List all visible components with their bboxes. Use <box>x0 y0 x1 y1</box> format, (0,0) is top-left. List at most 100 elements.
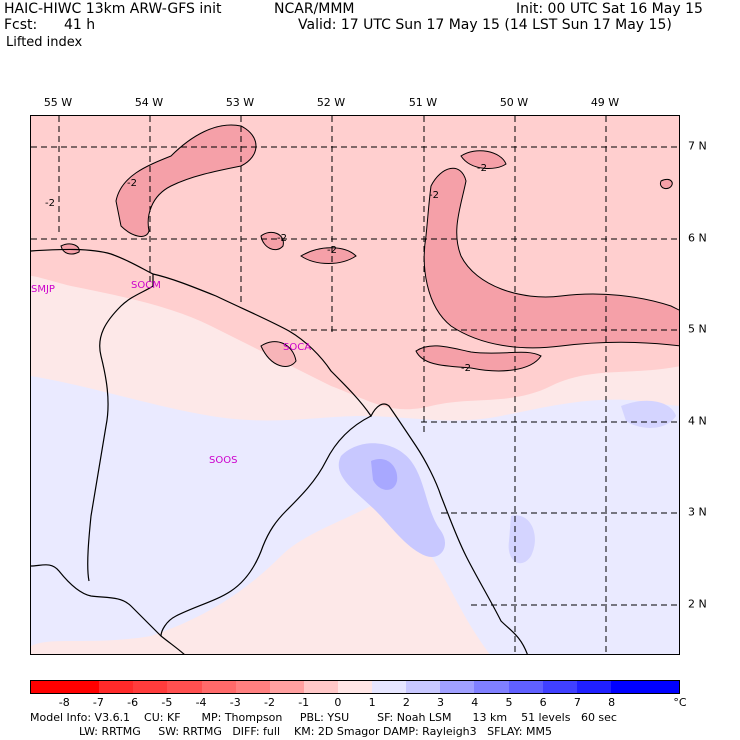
init-time: Init: 00 UTC Sat 16 May 15 <box>516 1 703 17</box>
contour-label: -2 <box>277 233 287 244</box>
colorbar-swatch <box>337 681 373 693</box>
forecast-hour: 41 h <box>64 17 96 33</box>
grid-lines <box>31 116 679 654</box>
low-li-patch-small <box>301 247 356 264</box>
low-li-arc <box>424 168 679 348</box>
low-li-patch-nw <box>116 125 256 237</box>
station-soos: SOOS <box>209 455 237 466</box>
colorbar <box>30 680 680 694</box>
station-soca: SOCA <box>283 342 311 353</box>
lifted-index-map: -2 -2 -2 -2 -2 -2 -2 SMJP SOCM SOCA SOOS <box>31 116 679 654</box>
lat-label: 4 N <box>688 414 707 428</box>
station-labels: SMJP SOCM SOCA SOOS <box>31 280 311 466</box>
colorbar-swatch <box>133 681 168 693</box>
colorbar-tick-label: 6 <box>539 696 547 709</box>
contour-line <box>260 341 297 367</box>
colorbar-swatch <box>474 681 509 693</box>
colorbar-swatch <box>542 681 577 693</box>
model-info-line2: LW: RRTMG SW: RRTMG DIFF: full KM: 2D Sm… <box>30 725 552 738</box>
forecast-label: Fcst: <box>4 17 38 33</box>
colorbar-swatch <box>65 681 100 693</box>
contour-line <box>300 247 357 264</box>
contour-label: -2 <box>45 198 55 209</box>
map-panel: -2 -2 -2 -2 -2 -2 -2 SMJP SOCM SOCA SOOS <box>30 115 680 655</box>
colorbar-tick-label: -7 <box>92 696 104 709</box>
low-li-patch-n <box>461 150 506 169</box>
colorbar-tick-label: 5 <box>505 696 513 709</box>
lon-label: 54 W <box>134 96 164 109</box>
valid-time: Valid: 17 UTC Sun 17 May 15 (14 LST Sun … <box>298 17 672 33</box>
contour-line <box>60 243 80 255</box>
colorbar-tick-label: 1 <box>368 696 376 709</box>
negative-stable-area <box>31 376 679 654</box>
colorbar-swatch <box>508 681 543 693</box>
blue-blob <box>338 443 446 557</box>
colorbar-swatch <box>644 681 680 693</box>
lon-label: 52 W <box>316 96 346 109</box>
low-li-patch-e <box>660 179 673 189</box>
low-li-patch-small2 <box>261 232 284 250</box>
colorbar-swatch <box>440 681 475 693</box>
contour-label: -2 <box>461 363 471 374</box>
contour-line <box>423 168 679 349</box>
station-smjp: SMJP <box>31 284 55 295</box>
low-li-patch-coast <box>261 341 296 367</box>
blue-blob-ne <box>621 400 676 428</box>
colorbar-swatch <box>610 681 645 693</box>
colorbar-tick-label: -6 <box>127 696 139 709</box>
contour-label: -2 <box>429 190 439 201</box>
colorbar-swatch <box>269 681 304 693</box>
lon-label: 51 W <box>408 96 438 109</box>
contour-label: -2 <box>327 245 337 256</box>
colorbar-tick-label: -3 <box>229 696 241 709</box>
field-name: Lifted index <box>6 35 83 50</box>
low-li-patch-w <box>61 243 80 254</box>
border-line <box>87 274 154 582</box>
colorbar-swatch <box>167 681 202 693</box>
station-socm: SOCM <box>131 280 161 291</box>
lat-label: 7 N <box>688 139 707 153</box>
colorbar-tick-label: 0 <box>334 696 342 709</box>
colorbar-unit: °C <box>673 696 687 709</box>
contour-line <box>415 345 542 372</box>
contour-line <box>115 124 257 237</box>
coastlines <box>31 248 528 654</box>
blue-core <box>371 458 398 490</box>
low-li-patch-center <box>416 345 541 371</box>
colorbar-tick-label: 8 <box>608 696 616 709</box>
colorbar-tick-label: 2 <box>402 696 410 709</box>
organization-label: NCAR/MMM <box>274 1 355 17</box>
colorbar-swatch <box>99 681 134 693</box>
lat-label: 2 N <box>688 597 707 611</box>
colorbar-swatch <box>31 681 66 693</box>
contour-lines <box>60 124 679 372</box>
lat-label: 6 N <box>688 231 707 245</box>
contour-line <box>260 231 284 251</box>
colorbar-tick-label: -5 <box>161 696 173 709</box>
lon-label: 49 W <box>590 96 620 109</box>
contour-label: -2 <box>127 178 137 189</box>
colorbar-tick-label: -1 <box>298 696 310 709</box>
model-title: HAIC-HIWC 13km ARW-GFS init <box>4 1 222 17</box>
lat-label: 3 N <box>688 505 707 519</box>
lon-label: 50 W <box>499 96 529 109</box>
contour-line <box>660 178 673 189</box>
colorbar-tick-label: -2 <box>263 696 275 709</box>
colorbar-swatch <box>303 681 338 693</box>
border-line <box>31 564 185 654</box>
colorbar-tick-label: -8 <box>58 696 70 709</box>
lon-label: 53 W <box>225 96 255 109</box>
model-info-line1: Model Info: V3.6.1 CU: KF MP: Thompson P… <box>30 711 617 724</box>
colorbar-tick-label: 4 <box>471 696 479 709</box>
border-line <box>160 415 372 637</box>
colorbar-swatch <box>235 681 270 693</box>
colorbar-swatch <box>576 681 611 693</box>
colorbar-swatch <box>372 681 407 693</box>
lat-label: 5 N <box>688 322 707 336</box>
colorbar-tick-label: 3 <box>437 696 445 709</box>
lon-label: 55 W <box>43 96 73 109</box>
colorbar-tick-label: -4 <box>195 696 207 709</box>
colorbar-swatch <box>406 681 441 693</box>
colorbar-swatch <box>201 681 236 693</box>
contour-labels: -2 -2 -2 -2 -2 -2 -2 <box>45 163 487 374</box>
